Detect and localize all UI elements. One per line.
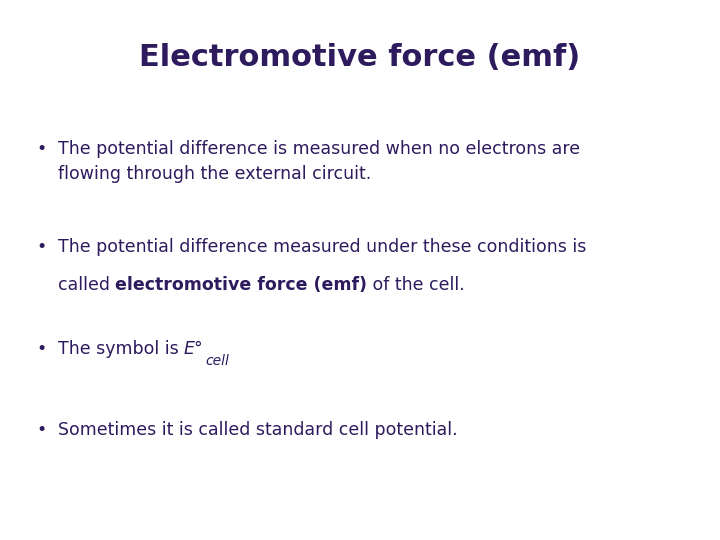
- Text: The potential difference measured under these conditions is: The potential difference measured under …: [58, 238, 586, 255]
- Text: Sometimes it is called standard cell potential.: Sometimes it is called standard cell pot…: [58, 421, 457, 439]
- Text: electromotive force (emf): electromotive force (emf): [115, 276, 367, 294]
- Text: called: called: [58, 276, 115, 294]
- Text: •: •: [36, 340, 46, 358]
- Text: The potential difference is measured when no electrons are
flowing through the e: The potential difference is measured whe…: [58, 140, 580, 184]
- Text: cell: cell: [206, 354, 230, 368]
- Text: of the cell.: of the cell.: [367, 276, 465, 294]
- Text: The symbol is: The symbol is: [58, 340, 184, 358]
- Text: Electromotive force (emf): Electromotive force (emf): [140, 43, 580, 72]
- Text: E°: E°: [184, 340, 204, 358]
- Text: •: •: [36, 238, 46, 255]
- Text: •: •: [36, 421, 46, 439]
- Text: •: •: [36, 140, 46, 158]
